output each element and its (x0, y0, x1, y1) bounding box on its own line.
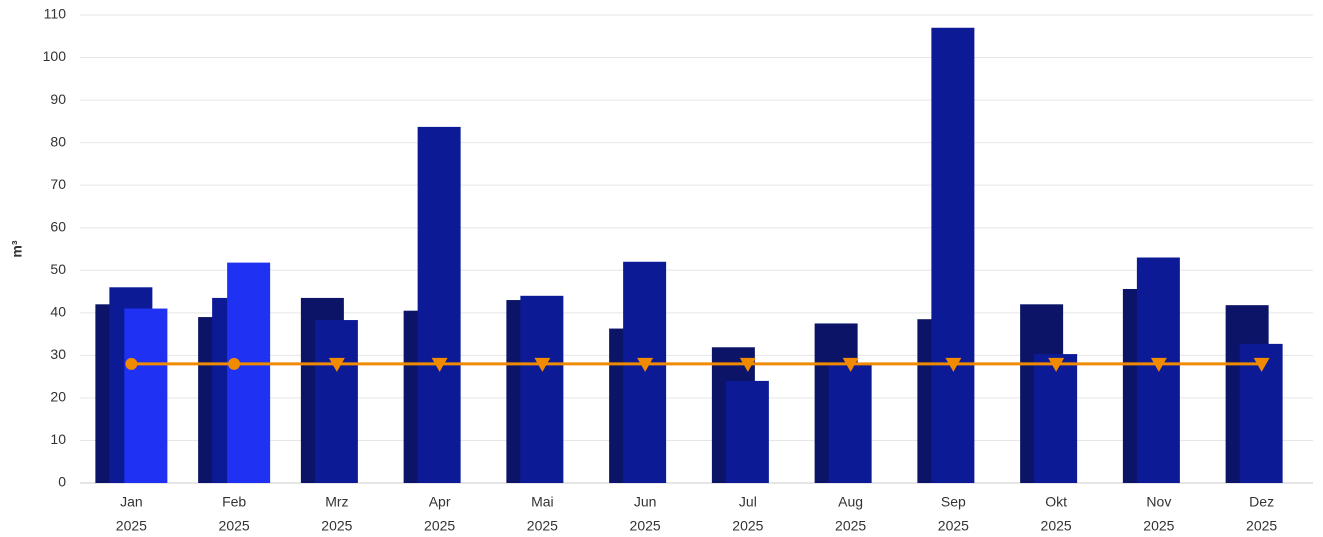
line-marker (637, 357, 654, 372)
line-marker (1150, 357, 1167, 372)
bar (1034, 354, 1078, 483)
line-marker (534, 357, 551, 372)
y-tick-label: 80 (50, 133, 66, 149)
bar (417, 126, 461, 484)
y-tick-label: 30 (50, 346, 66, 362)
y-tick-label: 60 (50, 218, 66, 234)
x-tick-label: 2025 (321, 518, 352, 534)
bar (623, 261, 667, 483)
line-marker (228, 357, 241, 370)
bar (931, 27, 975, 483)
x-tick-label: Sep (941, 494, 966, 510)
x-tick-label: 2025 (630, 518, 661, 534)
line-marker (431, 357, 448, 372)
x-tick-label: 2025 (732, 518, 763, 534)
y-axis-label: m³ (9, 240, 25, 257)
y-tick-label: 70 (50, 176, 66, 192)
y-tick-label: 20 (50, 389, 66, 405)
x-tick-label: 2025 (835, 518, 866, 534)
x-tick-label: 2025 (1143, 518, 1174, 534)
x-tick-label: Jan (120, 494, 143, 510)
x-tick-label: 2025 (424, 518, 455, 534)
x-tick-label: Okt (1045, 494, 1067, 510)
y-tick-label: 100 (43, 48, 67, 64)
bar (828, 363, 872, 483)
x-tick-label: 2025 (116, 518, 147, 534)
line-marker (1253, 357, 1270, 372)
x-tick-label: Apr (429, 494, 451, 510)
line-marker (945, 357, 962, 372)
x-tick-label: Dez (1249, 494, 1274, 510)
bar (314, 320, 358, 483)
bar (725, 380, 769, 483)
bar (124, 308, 168, 483)
line-marker (739, 357, 756, 372)
y-tick-label: 10 (50, 431, 66, 447)
x-tick-label: Jul (739, 494, 757, 510)
x-tick-label: Nov (1146, 494, 1171, 510)
x-tick-label: Mrz (325, 494, 348, 510)
line-marker (842, 357, 859, 372)
y-tick-label: 90 (50, 91, 66, 107)
x-tick-label: Mai (531, 494, 554, 510)
y-tick-label: 0 (58, 474, 66, 490)
y-tick-label: 110 (44, 6, 67, 22)
y-tick-label: 40 (50, 304, 66, 320)
x-tick-label: Aug (838, 494, 863, 510)
bar (520, 295, 564, 483)
line-marker (1048, 357, 1065, 372)
x-tick-label: Jun (634, 494, 657, 510)
line-marker (328, 357, 345, 372)
x-tick-label: 2025 (1246, 518, 1277, 534)
line-marker (125, 357, 138, 370)
y-tick-label: 50 (50, 261, 66, 277)
x-tick-label: 2025 (938, 518, 969, 534)
x-tick-label: Feb (222, 494, 246, 510)
x-tick-label: 2025 (1041, 518, 1072, 534)
x-tick-label: 2025 (527, 518, 558, 534)
bar (227, 262, 271, 483)
x-tick-label: 2025 (219, 518, 250, 534)
